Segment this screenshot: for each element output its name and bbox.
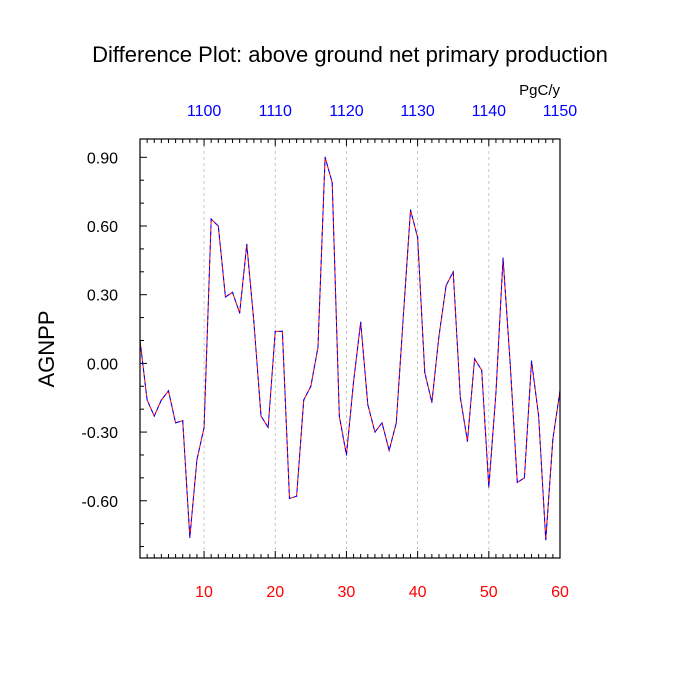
y-tick-label: -0.30 (82, 425, 119, 442)
data-point (367, 403, 369, 406)
x-tick-label-bottom: 30 (338, 584, 356, 601)
data-point (502, 257, 504, 259)
data-point (317, 346, 319, 348)
x-tick-label-bottom: 60 (551, 584, 569, 601)
data-point (417, 236, 419, 239)
x-tick-label-top: 1110 (259, 103, 292, 120)
tick-labels: 10 20 30 40 50 60 1100 1110 1120 1130 1140 1150 0.90… (82, 103, 578, 601)
x-tick-label-top: 1120 (329, 103, 364, 120)
series-lines (139, 156, 561, 541)
data-point (253, 321, 255, 323)
data-point (153, 415, 155, 417)
data-point (488, 486, 490, 488)
data-point (388, 449, 390, 451)
data-point (281, 330, 283, 332)
data-point (509, 362, 511, 364)
data-point (409, 209, 412, 211)
y-tick-label: 0.90 (87, 150, 118, 167)
data-point (260, 415, 262, 417)
data-point (324, 156, 326, 158)
data-point (189, 536, 191, 538)
data-point (196, 458, 198, 461)
data-point (516, 481, 518, 484)
data-point (345, 454, 348, 456)
data-point (445, 284, 447, 287)
axis-ticks (139, 139, 561, 558)
data-point (452, 271, 454, 273)
data-point (217, 225, 219, 227)
data-point (424, 371, 426, 374)
data-point (224, 296, 227, 298)
series-line-red (139, 157, 561, 540)
data-point (360, 321, 362, 323)
x-tick-label-top: 1150 (543, 103, 578, 120)
x-tick-label-bottom: 10 (195, 584, 213, 601)
x-tick-label-bottom: 40 (409, 584, 427, 601)
units-label: PgC/y (519, 82, 560, 99)
data-point (552, 438, 554, 440)
data-point (203, 426, 205, 429)
x-tick-label-top: 1140 (472, 103, 507, 120)
grid-lines (203, 139, 490, 558)
data-point (174, 422, 177, 424)
data-point (438, 335, 440, 337)
y-tick-label: 0.30 (87, 288, 118, 305)
series-line-blue (139, 157, 561, 540)
data-point (523, 477, 526, 479)
y-tick-label: -0.60 (82, 494, 119, 511)
data-point (545, 539, 547, 541)
data-point (431, 401, 433, 403)
data-point (331, 181, 333, 184)
data-point (274, 330, 276, 332)
y-tick-label: 0.00 (87, 356, 118, 373)
data-point (303, 399, 305, 401)
data-point (231, 291, 234, 294)
data-point (167, 390, 170, 392)
data-point (296, 495, 298, 497)
data-point (182, 420, 184, 422)
chart-title: Difference Plot: above ground net primar… (92, 42, 608, 67)
y-tick-label: 0.60 (87, 219, 118, 236)
data-point (239, 312, 241, 314)
data-point (402, 314, 404, 316)
y-axis-label: AGNPP (34, 310, 59, 387)
data-point (352, 381, 355, 383)
x-tick-label-top: 1130 (400, 103, 435, 120)
data-point (246, 243, 248, 245)
data-point (381, 422, 383, 424)
data-point (210, 218, 212, 220)
data-point (395, 422, 397, 424)
data-point (160, 399, 162, 401)
data-point (495, 392, 497, 394)
data-point (538, 415, 540, 417)
x-tick-label-bottom: 20 (266, 584, 284, 601)
data-point (338, 415, 340, 417)
data-point (466, 440, 469, 442)
data-point (459, 397, 461, 399)
data-point (267, 426, 269, 429)
x-tick-label-bottom: 50 (480, 584, 498, 601)
plot-frame (139, 138, 561, 559)
data-point (146, 399, 148, 401)
data-point (481, 369, 483, 371)
data-point (310, 385, 312, 387)
data-point (473, 358, 476, 360)
x-tick-label-top: 1100 (187, 103, 222, 120)
data-point (530, 360, 533, 362)
data-point (288, 497, 291, 500)
data-point (374, 431, 376, 433)
